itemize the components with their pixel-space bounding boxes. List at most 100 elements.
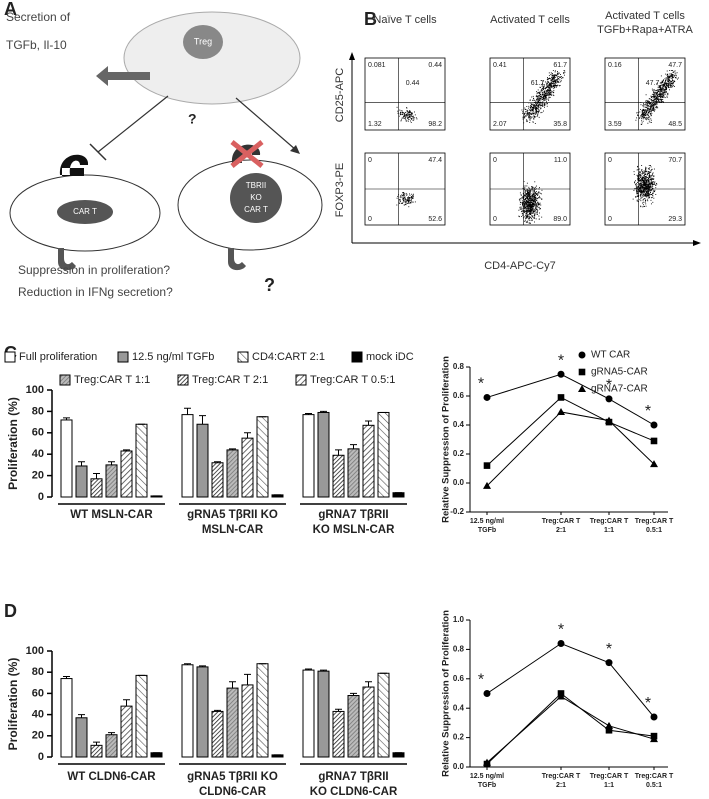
- event-dot: [643, 114, 645, 116]
- event-dot: [408, 200, 409, 202]
- event-dot: [403, 192, 404, 193]
- significance-star: *: [606, 641, 612, 658]
- event-dot: [638, 170, 640, 172]
- event-dot: [677, 77, 679, 79]
- event-dot: [648, 180, 649, 182]
- event-dot: [659, 89, 661, 91]
- event-dot: [667, 85, 669, 87]
- event-dot: [546, 90, 548, 92]
- event-dot: [400, 120, 402, 122]
- event-dot: [664, 78, 666, 80]
- event-dot: [639, 171, 641, 173]
- event-dot: [649, 179, 651, 181]
- event-dot: [641, 169, 643, 171]
- event-dot: [405, 204, 407, 206]
- event-dot: [552, 86, 554, 87]
- event-dot: [560, 76, 562, 78]
- event-dot: [645, 177, 647, 179]
- event-dot: [645, 110, 647, 112]
- event-dot: [548, 84, 550, 86]
- bar: [241, 684, 254, 758]
- event-dot: [546, 81, 548, 83]
- event-dot: [412, 196, 414, 198]
- event-dot: [640, 183, 642, 185]
- event-dot: [669, 84, 671, 86]
- event-dot: [658, 87, 660, 89]
- event-dot: [662, 87, 664, 89]
- event-dot: [642, 113, 644, 115]
- event-dot: [405, 192, 407, 194]
- event-dot: [639, 168, 641, 170]
- event-dot: [538, 195, 540, 197]
- event-dot: [525, 204, 527, 206]
- event-dot: [546, 102, 547, 104]
- event-dot: [536, 98, 537, 100]
- event-dot: [549, 89, 551, 91]
- event-dot: [640, 192, 642, 194]
- event-dot: [645, 109, 647, 111]
- event-dot: [662, 82, 664, 84]
- event-dot: [639, 188, 641, 189]
- event-dot: [653, 99, 655, 101]
- event-dot: [529, 199, 531, 201]
- event-dot: [409, 110, 411, 112]
- event-dot: [544, 94, 545, 96]
- y-axis-label: Relative Suppression of Proliferation: [441, 356, 452, 523]
- event-dot: [403, 192, 405, 194]
- x-tick-label: 1:1: [604, 782, 614, 789]
- event-dot: [411, 197, 413, 199]
- error-bar: [78, 714, 85, 718]
- event-dot: [532, 104, 534, 106]
- event-dot: [523, 203, 525, 205]
- event-dot: [640, 186, 642, 188]
- category-label: MSLN-CAR: [202, 524, 264, 536]
- event-dot: [529, 210, 531, 212]
- event-dot: [535, 185, 537, 187]
- event-dot: [403, 195, 405, 196]
- event-dot: [524, 204, 526, 206]
- category-label: gRNA7 TβRII: [318, 509, 388, 521]
- event-dot: [541, 96, 543, 98]
- event-dot: [640, 179, 642, 181]
- event-dot: [533, 97, 534, 99]
- event-dot: [521, 209, 523, 211]
- event-dot: [671, 75, 673, 77]
- y-tick-label: 0.6: [453, 391, 465, 400]
- event-dot: [403, 112, 405, 114]
- event-dot: [650, 108, 652, 110]
- event-dot: [555, 78, 557, 80]
- event-dot: [641, 180, 643, 182]
- event-dot: [524, 206, 526, 208]
- event-dot: [410, 120, 411, 122]
- event-dot: [538, 91, 540, 93]
- event-dot: [652, 192, 653, 194]
- event-dot: [529, 214, 531, 215]
- panel-label: D: [4, 601, 17, 621]
- event-dot: [648, 191, 649, 193]
- event-dot: [639, 174, 641, 176]
- event-dot: [551, 81, 553, 83]
- event-dot: [535, 200, 537, 202]
- event-dot: [537, 195, 539, 197]
- event-dot: [557, 81, 559, 83]
- event-dot: [640, 108, 642, 110]
- event-dot: [409, 111, 411, 113]
- event-dot: [548, 86, 550, 88]
- event-dot: [650, 104, 652, 106]
- event-dot: [534, 189, 536, 191]
- event-dot: [647, 178, 649, 180]
- event-dot: [528, 195, 530, 196]
- event-dot: [527, 197, 528, 198]
- event-dot: [532, 193, 534, 195]
- event-dot: [648, 98, 650, 100]
- event-dot: [527, 211, 529, 213]
- y-tick-label: 80: [32, 666, 44, 678]
- x-tick-label: TGFb: [478, 782, 496, 789]
- event-dot: [409, 110, 411, 112]
- event-dot: [531, 205, 533, 207]
- event-dot: [654, 102, 656, 104]
- event-dot: [666, 93, 668, 95]
- event-dot: [558, 78, 560, 80]
- event-dot: [641, 110, 643, 112]
- event-dot: [642, 192, 644, 194]
